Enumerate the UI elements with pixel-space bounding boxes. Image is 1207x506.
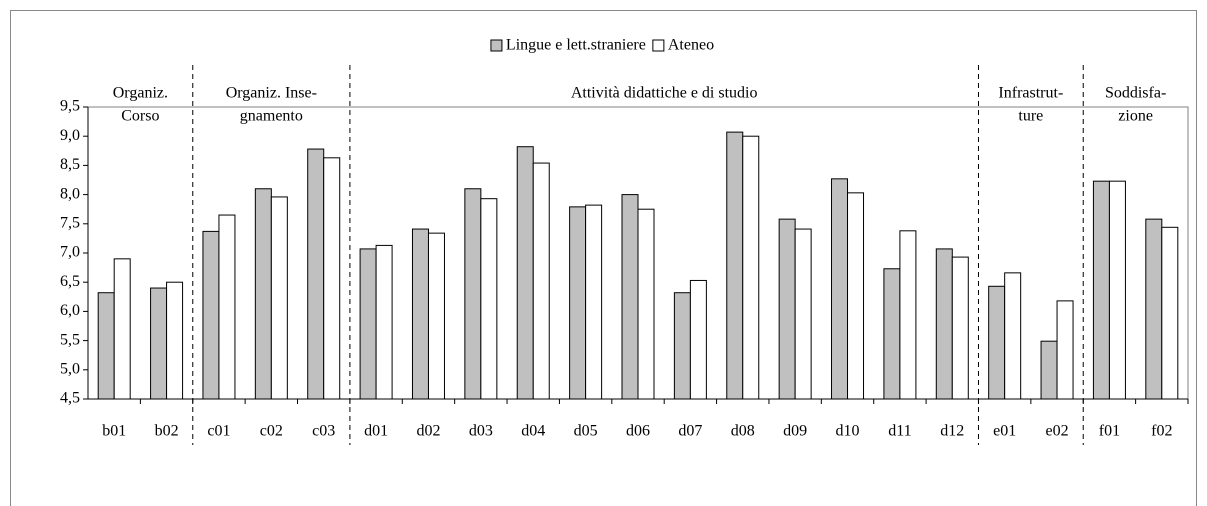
bar bbox=[1056, 300, 1074, 400]
y-tick-label: 8,5 bbox=[60, 156, 80, 173]
x-tick-label: d08 bbox=[731, 423, 755, 440]
bar bbox=[621, 194, 639, 400]
bar bbox=[323, 157, 341, 400]
section-label: Attività didattiche e di studio bbox=[571, 85, 758, 102]
y-tick-label: 7,5 bbox=[60, 214, 80, 231]
bar bbox=[1040, 340, 1058, 400]
bar bbox=[254, 188, 272, 400]
bar bbox=[951, 256, 969, 400]
bar bbox=[270, 196, 288, 400]
bar bbox=[726, 131, 744, 400]
bar bbox=[1108, 180, 1126, 400]
bar bbox=[778, 218, 796, 400]
bar bbox=[532, 162, 550, 400]
x-tick-label: d05 bbox=[574, 423, 598, 440]
x-tick-label: c02 bbox=[260, 423, 283, 440]
bar bbox=[742, 135, 760, 400]
x-tick-label: d01 bbox=[364, 423, 388, 440]
bar bbox=[689, 279, 707, 400]
bar bbox=[97, 292, 115, 400]
section-label: Corso bbox=[121, 108, 159, 125]
x-tick-label: d07 bbox=[678, 423, 702, 440]
bar bbox=[1092, 180, 1110, 400]
bar bbox=[794, 228, 812, 400]
bar bbox=[883, 268, 901, 400]
bar bbox=[359, 248, 377, 400]
bar bbox=[166, 281, 184, 400]
bar bbox=[202, 230, 220, 400]
x-tick-label: f01 bbox=[1099, 423, 1120, 440]
bar bbox=[831, 178, 849, 400]
bar bbox=[585, 204, 603, 400]
x-tick-label: d10 bbox=[836, 423, 860, 440]
legend-swatch bbox=[652, 39, 665, 52]
bar bbox=[1145, 218, 1163, 400]
x-tick-label: c01 bbox=[207, 423, 230, 440]
section-label: Organiz. bbox=[113, 85, 168, 102]
section-label: ture bbox=[1018, 108, 1043, 125]
y-tick-label: 7,0 bbox=[60, 244, 80, 261]
x-tick-label: d02 bbox=[416, 423, 440, 440]
bar bbox=[935, 248, 953, 400]
x-tick-label: e01 bbox=[993, 423, 1016, 440]
chart-frame bbox=[10, 10, 1197, 506]
x-tick-label: f02 bbox=[1151, 423, 1172, 440]
bar bbox=[637, 208, 655, 400]
y-tick-label: 6,0 bbox=[60, 302, 80, 319]
bar bbox=[1004, 272, 1022, 400]
x-tick-label: d04 bbox=[521, 423, 545, 440]
bar bbox=[218, 214, 236, 400]
bar bbox=[113, 258, 131, 400]
bar bbox=[988, 285, 1006, 400]
bar bbox=[464, 188, 482, 400]
section-label: Organiz. Inse- bbox=[226, 85, 317, 102]
legend-label: Ateneo bbox=[668, 37, 714, 54]
legend-label: Lingue e lett.straniere bbox=[506, 37, 646, 54]
section-label: Soddisfa- bbox=[1105, 85, 1166, 102]
legend-swatch bbox=[490, 39, 503, 52]
y-tick-label: 9,0 bbox=[60, 127, 80, 144]
bar bbox=[375, 244, 393, 400]
x-tick-label: d06 bbox=[626, 423, 650, 440]
x-tick-label: b02 bbox=[155, 423, 179, 440]
bar bbox=[847, 192, 865, 400]
y-tick-label: 5,5 bbox=[60, 331, 80, 348]
bar bbox=[427, 232, 445, 400]
section-label: Infrastrut- bbox=[998, 85, 1063, 102]
x-tick-label: e02 bbox=[1045, 423, 1068, 440]
x-tick-label: b01 bbox=[102, 423, 126, 440]
x-tick-label: d12 bbox=[940, 423, 964, 440]
x-tick-label: d09 bbox=[783, 423, 807, 440]
bar bbox=[899, 230, 917, 400]
y-tick-label: 5,0 bbox=[60, 360, 80, 377]
y-tick-label: 6,5 bbox=[60, 273, 80, 290]
bar bbox=[673, 292, 691, 400]
x-tick-label: d11 bbox=[888, 423, 911, 440]
x-tick-label: d03 bbox=[469, 423, 493, 440]
bar bbox=[411, 228, 429, 400]
bar bbox=[480, 198, 498, 400]
bar bbox=[307, 148, 325, 400]
section-label: gnamento bbox=[240, 108, 303, 125]
y-tick-label: 9,5 bbox=[60, 98, 80, 115]
bar bbox=[1161, 226, 1179, 400]
bar bbox=[150, 287, 168, 400]
bar bbox=[569, 206, 587, 400]
y-tick-label: 8,0 bbox=[60, 185, 80, 202]
bar bbox=[516, 146, 534, 400]
section-label: zione bbox=[1118, 108, 1153, 125]
x-tick-label: c03 bbox=[312, 423, 335, 440]
y-tick-label: 4,5 bbox=[60, 390, 80, 407]
